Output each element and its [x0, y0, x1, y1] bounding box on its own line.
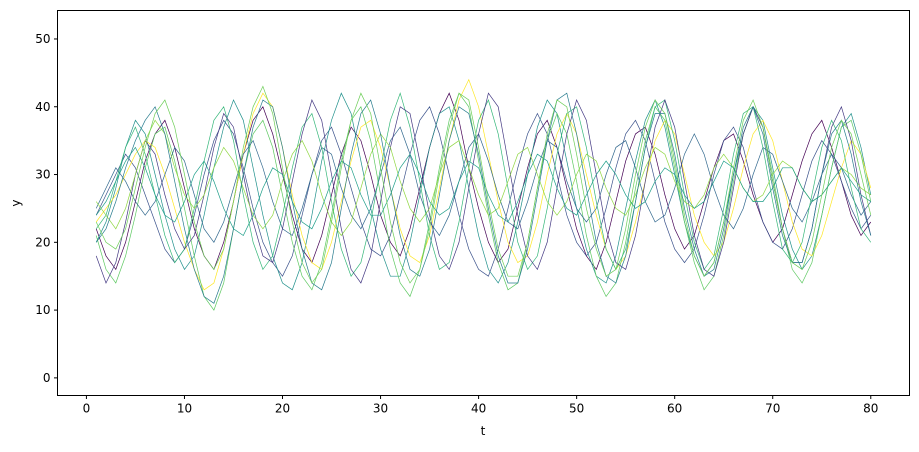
x-axis: 0 10 20 30 40 50 60 70 80	[83, 395, 878, 416]
series-line-1	[95, 92, 872, 271]
x-tick-label: 20	[275, 402, 290, 416]
x-tick-label: 30	[373, 402, 388, 416]
plot-frame	[57, 10, 910, 396]
series-line-12	[95, 85, 872, 284]
y-tick-label: 50	[35, 32, 50, 46]
x-axis-label: t	[481, 424, 486, 438]
x-tick-label: 80	[863, 402, 878, 416]
x-tick-label: 40	[471, 402, 486, 416]
x-tick-label: 0	[83, 402, 91, 416]
y-tick-label: 30	[35, 168, 50, 182]
y-tick-label: 0	[43, 371, 51, 385]
series-layer	[95, 78, 872, 311]
series-line-6	[95, 126, 872, 243]
x-tick-label: 70	[765, 402, 780, 416]
series-line-11	[95, 146, 871, 237]
y-tick-label: 10	[35, 303, 50, 317]
series-line-7	[95, 92, 872, 277]
series-line-3	[95, 92, 872, 291]
y-axis: 0 10 20 30 40 50	[35, 32, 58, 385]
x-tick-label: 10	[177, 402, 192, 416]
x-tick-label: 60	[667, 402, 682, 416]
x-tick-label: 50	[569, 402, 584, 416]
y-axis-label: y	[9, 199, 23, 206]
y-tick-label: 40	[35, 100, 50, 114]
series-line-8	[95, 92, 872, 284]
y-tick-label: 20	[35, 235, 50, 249]
